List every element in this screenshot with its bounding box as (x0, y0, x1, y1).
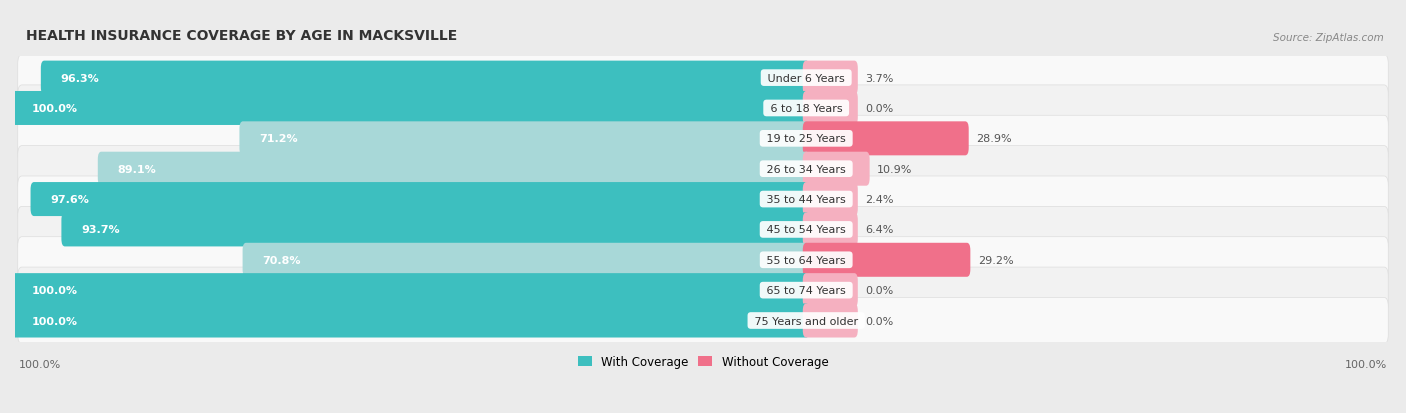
FancyBboxPatch shape (18, 268, 1388, 313)
FancyBboxPatch shape (803, 243, 970, 277)
FancyBboxPatch shape (41, 62, 810, 95)
Text: 100.0%: 100.0% (31, 316, 77, 326)
FancyBboxPatch shape (803, 152, 870, 186)
Text: 97.6%: 97.6% (51, 195, 90, 204)
FancyBboxPatch shape (98, 152, 810, 186)
FancyBboxPatch shape (803, 273, 858, 307)
Text: 96.3%: 96.3% (60, 74, 100, 83)
FancyBboxPatch shape (18, 55, 1388, 102)
Text: 6.4%: 6.4% (865, 225, 894, 235)
Legend: With Coverage, Without Coverage: With Coverage, Without Coverage (572, 351, 834, 373)
Text: 0.0%: 0.0% (865, 104, 894, 114)
Text: 35 to 44 Years: 35 to 44 Years (763, 195, 849, 204)
Text: 100.0%: 100.0% (20, 359, 62, 369)
Text: 100.0%: 100.0% (1344, 359, 1386, 369)
Text: 75 Years and older: 75 Years and older (751, 316, 862, 326)
FancyBboxPatch shape (803, 92, 858, 126)
FancyBboxPatch shape (803, 122, 969, 156)
Text: 28.9%: 28.9% (976, 134, 1012, 144)
Text: 100.0%: 100.0% (31, 285, 77, 295)
Text: 71.2%: 71.2% (259, 134, 298, 144)
Text: HEALTH INSURANCE COVERAGE BY AGE IN MACKSVILLE: HEALTH INSURANCE COVERAGE BY AGE IN MACK… (25, 29, 457, 43)
FancyBboxPatch shape (11, 92, 810, 126)
FancyBboxPatch shape (62, 213, 810, 247)
Text: 6 to 18 Years: 6 to 18 Years (766, 104, 846, 114)
FancyBboxPatch shape (11, 273, 810, 307)
Text: 100.0%: 100.0% (31, 104, 77, 114)
FancyBboxPatch shape (18, 85, 1388, 132)
Text: 93.7%: 93.7% (82, 225, 120, 235)
FancyBboxPatch shape (18, 298, 1388, 344)
Text: 26 to 34 Years: 26 to 34 Years (763, 164, 849, 174)
FancyBboxPatch shape (803, 183, 858, 216)
FancyBboxPatch shape (803, 213, 858, 247)
Text: Source: ZipAtlas.com: Source: ZipAtlas.com (1274, 33, 1384, 43)
Text: 0.0%: 0.0% (865, 285, 894, 295)
Text: 55 to 64 Years: 55 to 64 Years (763, 255, 849, 265)
Text: 19 to 25 Years: 19 to 25 Years (763, 134, 849, 144)
FancyBboxPatch shape (803, 304, 858, 338)
FancyBboxPatch shape (18, 207, 1388, 253)
FancyBboxPatch shape (18, 177, 1388, 223)
Text: 89.1%: 89.1% (118, 164, 156, 174)
FancyBboxPatch shape (31, 183, 810, 216)
Text: 65 to 74 Years: 65 to 74 Years (763, 285, 849, 295)
FancyBboxPatch shape (11, 304, 810, 338)
FancyBboxPatch shape (803, 62, 858, 95)
Text: 10.9%: 10.9% (877, 164, 912, 174)
FancyBboxPatch shape (239, 122, 810, 156)
Text: 3.7%: 3.7% (865, 74, 894, 83)
FancyBboxPatch shape (18, 116, 1388, 162)
Text: 29.2%: 29.2% (979, 255, 1014, 265)
Text: Under 6 Years: Under 6 Years (763, 74, 848, 83)
Text: 2.4%: 2.4% (865, 195, 894, 204)
Text: 70.8%: 70.8% (263, 255, 301, 265)
FancyBboxPatch shape (243, 243, 810, 277)
Text: 0.0%: 0.0% (865, 316, 894, 326)
FancyBboxPatch shape (18, 237, 1388, 283)
FancyBboxPatch shape (18, 146, 1388, 192)
Text: 45 to 54 Years: 45 to 54 Years (763, 225, 849, 235)
